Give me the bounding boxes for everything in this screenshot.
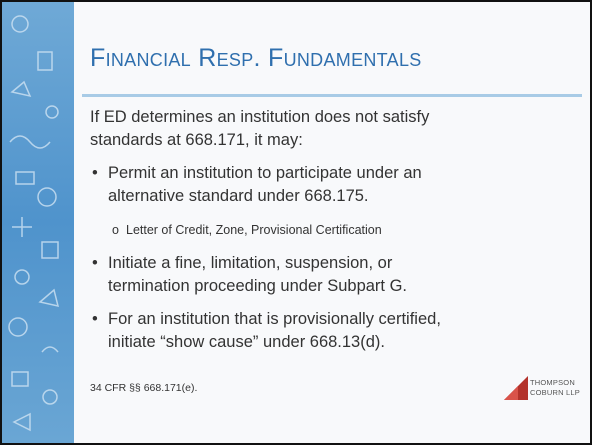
title-rule — [82, 94, 582, 97]
bullet-line: Initiate a fine, limitation, suspension,… — [108, 254, 392, 273]
logo-mark — [504, 376, 528, 400]
bullet-marker: • — [92, 164, 98, 183]
bullet-line: alternative standard under 668.175. — [108, 187, 369, 206]
page: Financial Resp. Fundamentals If ED deter… — [0, 0, 592, 445]
footnote: 34 CFR §§ 668.171(e). — [90, 382, 197, 394]
sub-bullet-marker: o — [112, 223, 119, 237]
decorative-strip — [2, 2, 74, 443]
logo-text: COBURN LLP — [530, 388, 580, 397]
bullet-marker: • — [92, 254, 98, 273]
content-panel: Financial Resp. Fundamentals If ED deter… — [74, 2, 590, 443]
bullet-line: Permit an institution to participate und… — [108, 164, 422, 183]
bullet-line: termination proceeding under Subpart G. — [108, 277, 407, 296]
bullet-line: For an institution that is provisionally… — [108, 310, 441, 329]
intro-line: If ED determines an institution does not… — [90, 108, 429, 127]
intro-line: standards at 668.171, it may: — [90, 131, 303, 150]
slide-title: Financial Resp. Fundamentals — [90, 44, 422, 73]
bullet-line: initiate “show cause” under 668.13(d). — [108, 333, 385, 352]
logo-text: THOMPSON — [530, 378, 575, 387]
logo: THOMPSON COBURN LLP — [504, 373, 586, 403]
slide: Financial Resp. Fundamentals If ED deter… — [0, 0, 592, 445]
bullet-marker: • — [92, 310, 98, 329]
sub-bullet-line: Letter of Credit, Zone, Provisional Cert… — [126, 223, 382, 237]
